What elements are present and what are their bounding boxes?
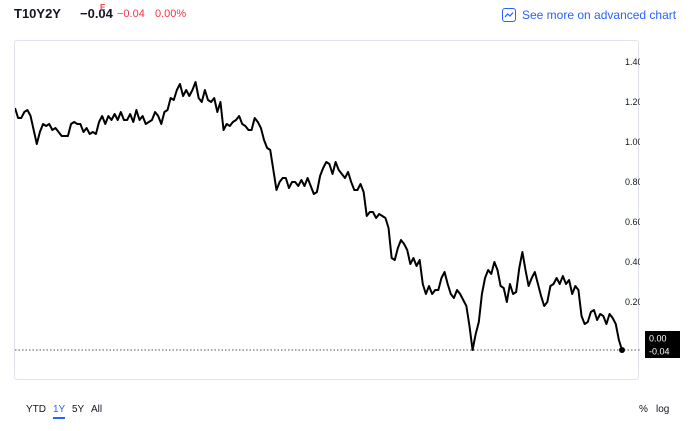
y-tick-label: 1.20 xyxy=(625,97,640,107)
y-tick-label: 1.00 xyxy=(625,137,640,147)
y-tick-label: 0.40 xyxy=(625,257,640,267)
series-line xyxy=(15,81,623,351)
header: T10Y2Y −0.04 E −0.04 0.00% See more on a… xyxy=(0,0,690,30)
percent-toggle[interactable]: % xyxy=(639,404,648,415)
last-point-marker xyxy=(619,347,625,353)
log-toggle[interactable]: log xyxy=(656,404,670,415)
y-tick-label: 1.40 xyxy=(625,57,640,67)
chart-container[interactable]: 1.401.201.000.800.600.400.20 AugOct42022… xyxy=(14,40,640,381)
y-axis: 1.40 1.20 1.00 0.80 0.60 0.40 0.20 xyxy=(625,57,640,307)
footer-toolbar: YTD 1Y 5Y All % log xyxy=(0,396,690,424)
current-price: −0.04 xyxy=(80,6,113,21)
symbol-name: T10Y2Y xyxy=(14,6,61,21)
price-flag: E xyxy=(100,3,106,12)
price-chart[interactable]: 1.401.201.000.800.600.400.20 AugOct42022… xyxy=(15,41,640,381)
price-change-percent: 0.00% xyxy=(155,8,187,20)
y-tick-label: 0.60 xyxy=(625,217,640,227)
y-tick-label: 0.80 xyxy=(625,177,640,187)
price-tag-lower xyxy=(645,344,680,358)
price-scale-tags: 0.00 -0.04 xyxy=(645,331,680,358)
price-tag-upper-text: 0.00 xyxy=(649,334,667,344)
advanced-chart-link[interactable]: See more on advanced chart xyxy=(502,5,676,25)
range-all[interactable]: All xyxy=(91,404,103,415)
price-tag-upper xyxy=(645,331,680,345)
advanced-chart-label: See more on advanced chart xyxy=(522,8,677,22)
range-5y[interactable]: 5Y xyxy=(72,404,85,415)
price-tag-lower-text: -0.04 xyxy=(649,347,670,357)
y-tick-label: 0.20 xyxy=(625,297,640,307)
range-1y[interactable]: 1Y xyxy=(53,404,66,419)
chart-line-icon xyxy=(502,8,516,22)
price-change: −0.04 xyxy=(117,8,145,20)
range-ytd[interactable]: YTD xyxy=(26,404,46,415)
